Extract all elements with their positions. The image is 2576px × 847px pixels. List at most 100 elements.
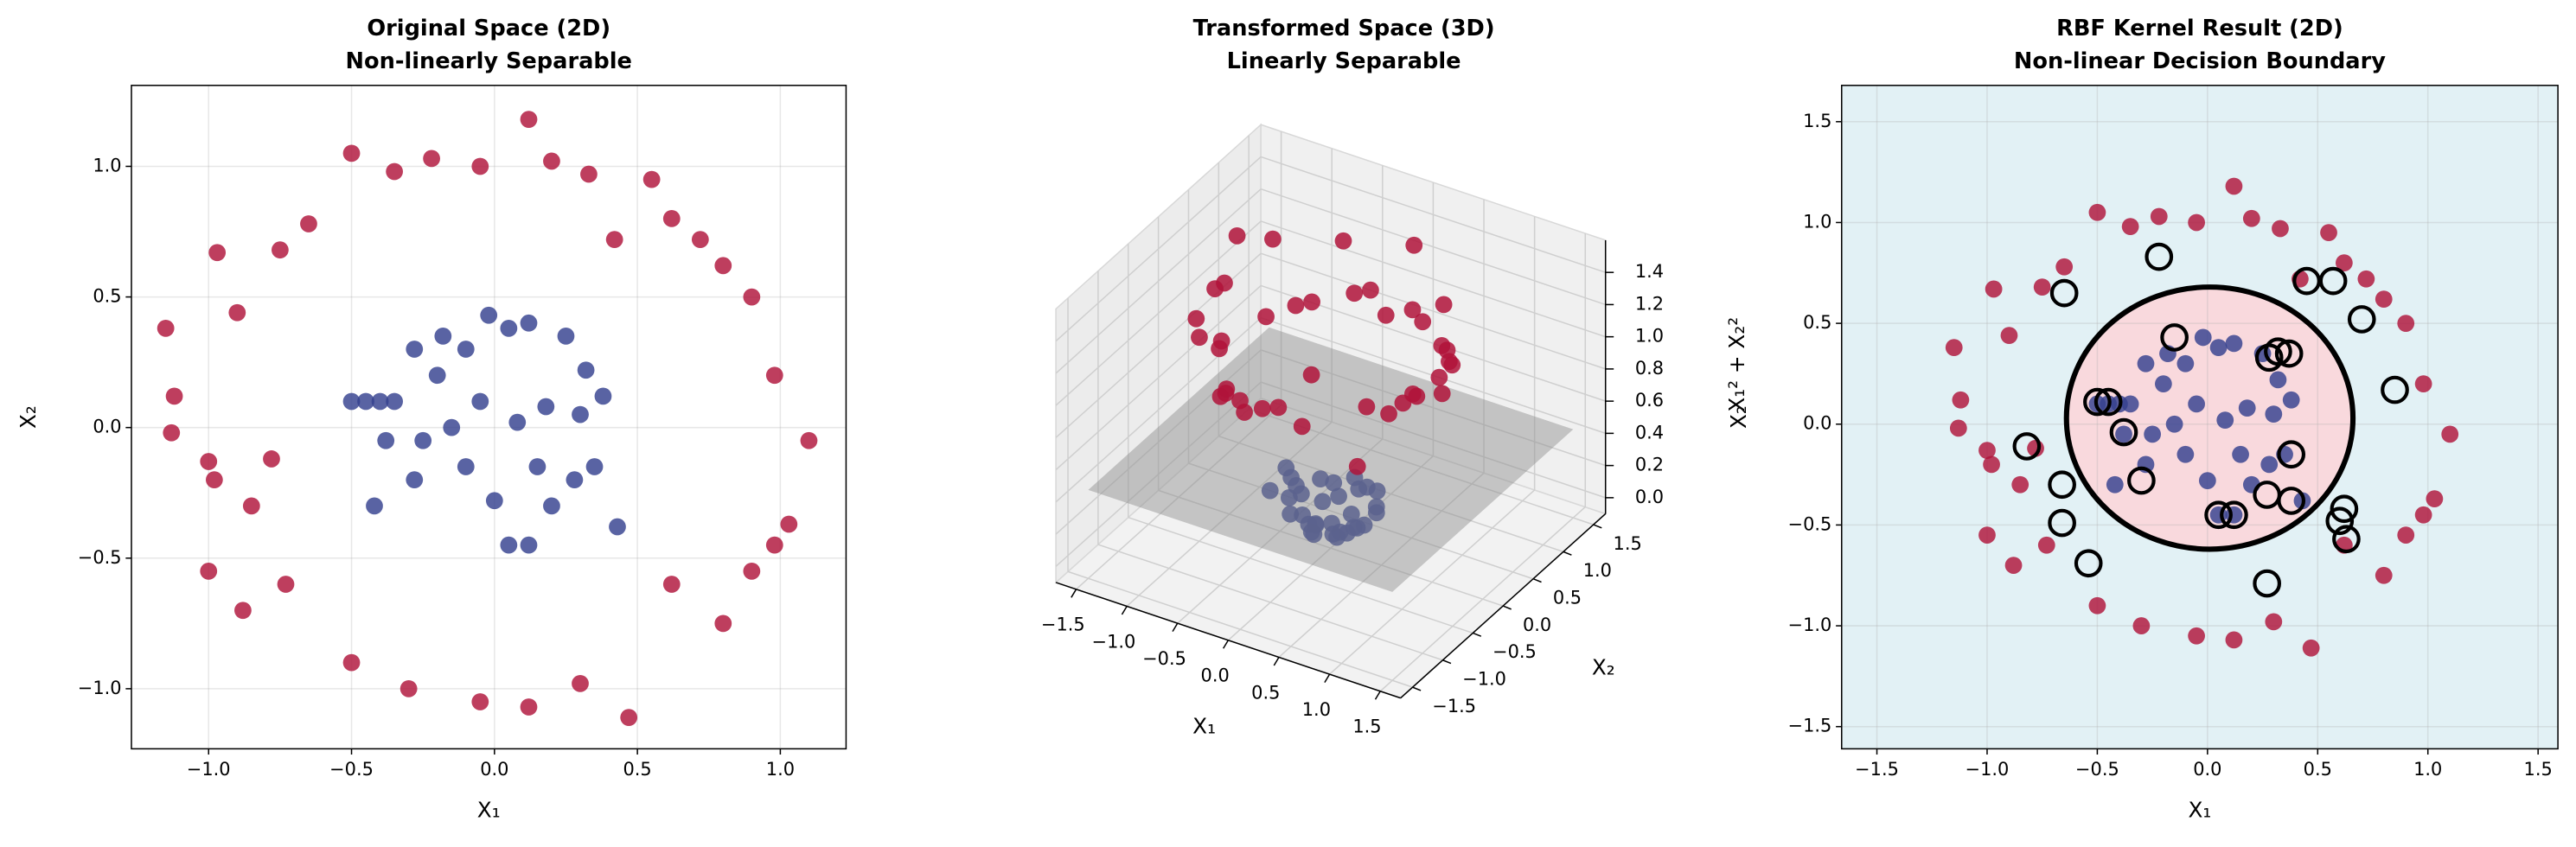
point	[1302, 366, 1320, 384]
point	[1368, 482, 1386, 500]
point	[263, 450, 280, 468]
point	[2088, 203, 2106, 221]
point	[2144, 425, 2162, 443]
y-tick-label: −0.5	[78, 547, 122, 568]
x-tick-label: 1.0	[766, 759, 795, 780]
z-tick-label: 1.2	[1635, 293, 1664, 314]
point	[1282, 505, 1300, 523]
point	[2115, 425, 2132, 443]
point	[528, 458, 547, 475]
x-tick-label: 0.0	[2193, 759, 2221, 780]
point	[300, 215, 317, 232]
grid-line	[1260, 188, 1606, 306]
point	[2225, 631, 2243, 649]
point	[2176, 354, 2195, 373]
point	[2242, 209, 2260, 227]
point	[2225, 177, 2243, 195]
point	[342, 653, 361, 672]
point	[200, 563, 218, 580]
grid-line	[1260, 349, 1606, 467]
point	[163, 424, 181, 442]
point	[1408, 387, 1426, 405]
point	[1978, 442, 1996, 459]
point	[1348, 457, 1366, 475]
point	[2320, 224, 2337, 241]
point	[2165, 415, 2183, 433]
x-tick-label: 0.0	[1201, 666, 1230, 686]
point	[2004, 557, 2023, 574]
support-vector	[2012, 432, 2042, 461]
point	[414, 431, 432, 449]
point	[1949, 419, 1967, 437]
point	[2216, 411, 2234, 429]
point	[1264, 230, 1282, 248]
point	[572, 405, 589, 424]
point	[691, 231, 709, 248]
point	[520, 536, 538, 554]
point	[400, 679, 418, 697]
point	[1328, 528, 1346, 546]
y-tick-label: −1.5	[1432, 696, 1476, 716]
chart-subtitle: Non-linearly Separable	[346, 48, 632, 74]
point	[2265, 405, 2283, 423]
chart-title: Original Space (2D)	[367, 16, 610, 41]
support-vector	[2325, 506, 2355, 536]
z-tick-label: 0.8	[1635, 358, 1664, 379]
point	[577, 361, 595, 379]
point	[572, 674, 589, 692]
point	[2302, 639, 2320, 657]
point	[165, 387, 183, 405]
point	[2198, 472, 2216, 489]
point	[2037, 536, 2055, 554]
x-tick-label: 0.5	[1251, 682, 1280, 703]
x-tick-label: −1.5	[1041, 615, 1085, 635]
chart-subtitle: Linearly Separable	[1227, 48, 1461, 74]
x-tick	[1223, 640, 1230, 649]
point	[406, 341, 424, 358]
point	[1314, 493, 1332, 511]
point	[1293, 417, 1311, 436]
grid-line	[1055, 220, 1262, 406]
y-tick	[1473, 632, 1482, 637]
point	[157, 319, 175, 337]
z-axis-label: X₁² + X₂²	[1724, 317, 1749, 412]
y-tick-label: 0.5	[1553, 588, 1582, 608]
y-tick	[1593, 524, 1602, 529]
point	[471, 693, 489, 710]
support-vector	[2093, 387, 2123, 417]
point	[714, 615, 732, 633]
x-tick-label: 0.5	[623, 759, 652, 780]
separating-plane	[1088, 327, 1574, 592]
z-tick-label: 0.2	[1635, 455, 1664, 475]
y-tick-label: 1.0	[93, 155, 121, 175]
point	[1325, 474, 1343, 492]
point	[342, 144, 361, 162]
point	[1952, 391, 1970, 409]
z-tick-label: 0.6	[1635, 390, 1664, 411]
decision-boundary	[2063, 284, 2356, 552]
y-tick-label: 0.0	[1803, 413, 1831, 434]
grid-line	[1055, 381, 1262, 567]
point	[743, 563, 761, 580]
point	[543, 497, 560, 515]
point	[1334, 232, 1352, 250]
point	[743, 288, 761, 306]
x-axis-label: X₁	[1192, 714, 1216, 739]
grid-line	[1260, 220, 1606, 338]
chart-title: Transformed Space (3D)	[1193, 16, 1495, 41]
x-axis-label: X₁	[477, 798, 501, 823]
y-tick-label: −0.5	[1493, 641, 1537, 662]
point	[1307, 516, 1325, 534]
support-vector	[2330, 494, 2359, 524]
point	[2176, 445, 2195, 463]
point	[1206, 280, 1224, 297]
point	[2426, 490, 2444, 507]
point	[2375, 566, 2393, 584]
support-vector	[2274, 339, 2304, 368]
x-tick-label: 1.5	[1352, 716, 1381, 737]
point	[1236, 404, 1253, 421]
y-tick-label: 0.5	[93, 286, 121, 307]
point	[2269, 371, 2287, 389]
x-axis-line	[1055, 582, 1401, 699]
y-tick-label: 0.0	[93, 417, 121, 437]
